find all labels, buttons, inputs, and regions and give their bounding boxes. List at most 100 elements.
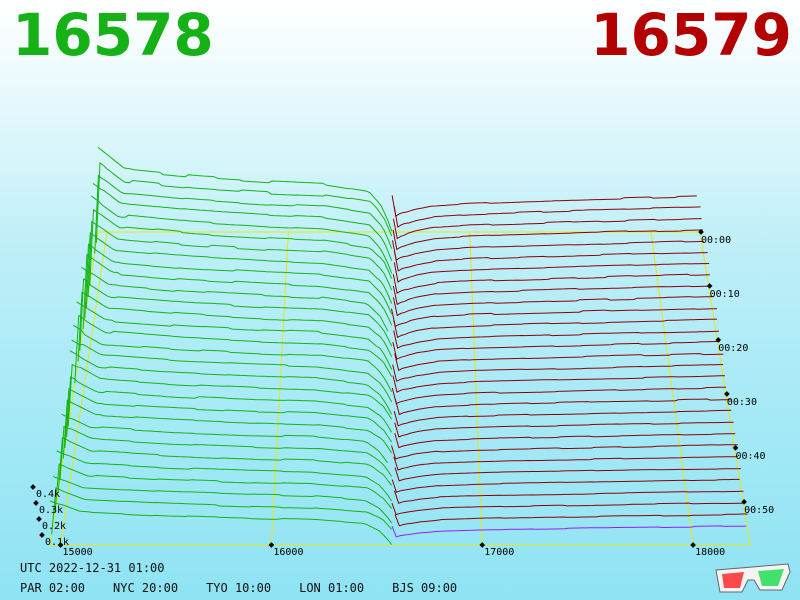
ask-depth-line — [394, 353, 724, 372]
grid-line-17000 — [469, 231, 483, 546]
bid-depth-line — [59, 425, 393, 481]
ask-depth-line — [394, 513, 748, 527]
clock-par: PAR 02:00 — [20, 581, 86, 595]
ask-depth-line — [393, 456, 738, 471]
bid-depth-line — [94, 174, 393, 254]
ask-depth-line — [392, 240, 704, 261]
bid-depth-line — [62, 399, 393, 459]
ask-depth-line — [392, 273, 710, 294]
bid-depth-line — [85, 231, 393, 308]
utc-time: UTC 2022-12-31 01:00 — [20, 561, 165, 575]
ask-depth-line — [393, 218, 702, 240]
ask-depth-line — [391, 386, 727, 405]
ask-depth-line — [394, 433, 736, 449]
ask-depth-line — [391, 308, 717, 328]
bid-depth-line — [53, 476, 393, 524]
ask-depth-line — [394, 398, 731, 416]
bid-depth-line — [91, 195, 393, 274]
bid-depth-line — [69, 350, 393, 415]
x-tick-label: 16000 — [273, 547, 303, 558]
bid-depth-line — [66, 376, 393, 438]
y-tick-marker — [39, 532, 45, 538]
time-tick-label: 00:00 — [701, 235, 731, 246]
bid-depth-line — [74, 314, 393, 384]
y-tick-marker — [33, 500, 39, 506]
ask-depth-line — [391, 444, 738, 460]
time-tick-label: 00:20 — [718, 343, 748, 354]
ask-depth-line — [391, 502, 743, 516]
bid-depth-line — [76, 301, 393, 370]
time-tick-label: 00:30 — [727, 397, 757, 408]
time-tick-marker — [698, 229, 704, 235]
time-tick-label: 00:10 — [710, 289, 740, 300]
ask-depth-line — [393, 409, 732, 427]
world-clocks: PAR 02:00 NYC 20:00 TYO 10:00 LON 01:00 … — [20, 581, 457, 595]
bid-depth-line — [72, 324, 393, 393]
ask-depth-line — [393, 262, 710, 283]
bid-depth-line — [71, 339, 393, 403]
ask-price: 16579 — [590, 1, 792, 69]
3d-glasses-icon[interactable] — [712, 560, 792, 596]
y-tick-marker — [30, 484, 36, 490]
x-tick-marker — [479, 542, 486, 548]
time-tick-marker — [706, 283, 713, 289]
ask-depth-line — [391, 478, 740, 493]
clock-bjs: BJS 09:00 — [392, 581, 458, 595]
bid-depth-line — [61, 413, 388, 464]
clock-tyo: TYO 10:00 — [206, 581, 272, 595]
y-tick-label: 0.2k — [42, 521, 66, 532]
clock-nyc: NYC 20:00 — [113, 581, 179, 595]
bid-depth-line — [95, 161, 393, 243]
ask-depth-line — [392, 375, 726, 393]
ask-depth-line — [392, 296, 714, 317]
ask-depth-line — [393, 330, 719, 349]
time-tick-label: 00:50 — [744, 505, 774, 516]
bid-depth-line — [79, 278, 393, 351]
bid-depth-line — [89, 208, 393, 287]
x-tick-marker — [57, 542, 64, 548]
bid-depth-line — [51, 487, 392, 535]
x-tick-marker — [268, 542, 275, 548]
y-tick-label: 0.4k — [36, 489, 60, 500]
bid-price: 16578 — [12, 1, 214, 69]
ask-depth-line — [394, 251, 708, 272]
bid-depth-line — [87, 220, 393, 297]
ask-depth-line — [392, 229, 703, 251]
ask-depth-line — [394, 467, 741, 482]
ask-depth-line — [392, 340, 720, 360]
bid-depth-line — [81, 266, 389, 332]
ask-depth-line — [394, 421, 734, 438]
ask-depth-line — [392, 364, 724, 382]
ask-depth-line — [391, 195, 697, 218]
ask-depth-line — [393, 206, 701, 228]
ask-depth-line — [392, 285, 712, 306]
bid-depth-line — [77, 291, 393, 362]
y-tick-label: 0.3k — [39, 505, 63, 516]
bid-depth-line — [57, 436, 392, 492]
bid-depth-line — [54, 463, 392, 513]
time-tick-marker — [732, 445, 739, 451]
current-ask-line — [391, 525, 747, 538]
bid-depth-line — [82, 253, 393, 330]
x-tick-label: 17000 — [484, 547, 514, 558]
time-tick-marker — [741, 498, 747, 505]
bid-depth-line — [64, 388, 393, 448]
x-tick-label: 15000 — [63, 547, 93, 558]
clock-lon: LON 01:00 — [299, 581, 365, 595]
x-tick-label: 18000 — [695, 547, 725, 558]
ask-depth-line — [394, 490, 744, 504]
time-tick-marker — [715, 337, 722, 343]
y-tick-label: 0.1k — [45, 537, 69, 548]
bid-depth-line — [49, 500, 392, 545]
bid-depth-line — [97, 146, 393, 232]
grid-frame — [49, 231, 751, 546]
bid-depth-line — [56, 450, 393, 502]
bid-depth-line — [67, 363, 393, 427]
time-tick-label: 00:40 — [735, 451, 765, 462]
x-tick-marker — [690, 542, 696, 548]
ask-depth-line — [393, 318, 718, 339]
time-tick-marker — [724, 391, 730, 397]
bid-depth-line — [92, 182, 393, 261]
y-tick-marker — [36, 516, 42, 522]
